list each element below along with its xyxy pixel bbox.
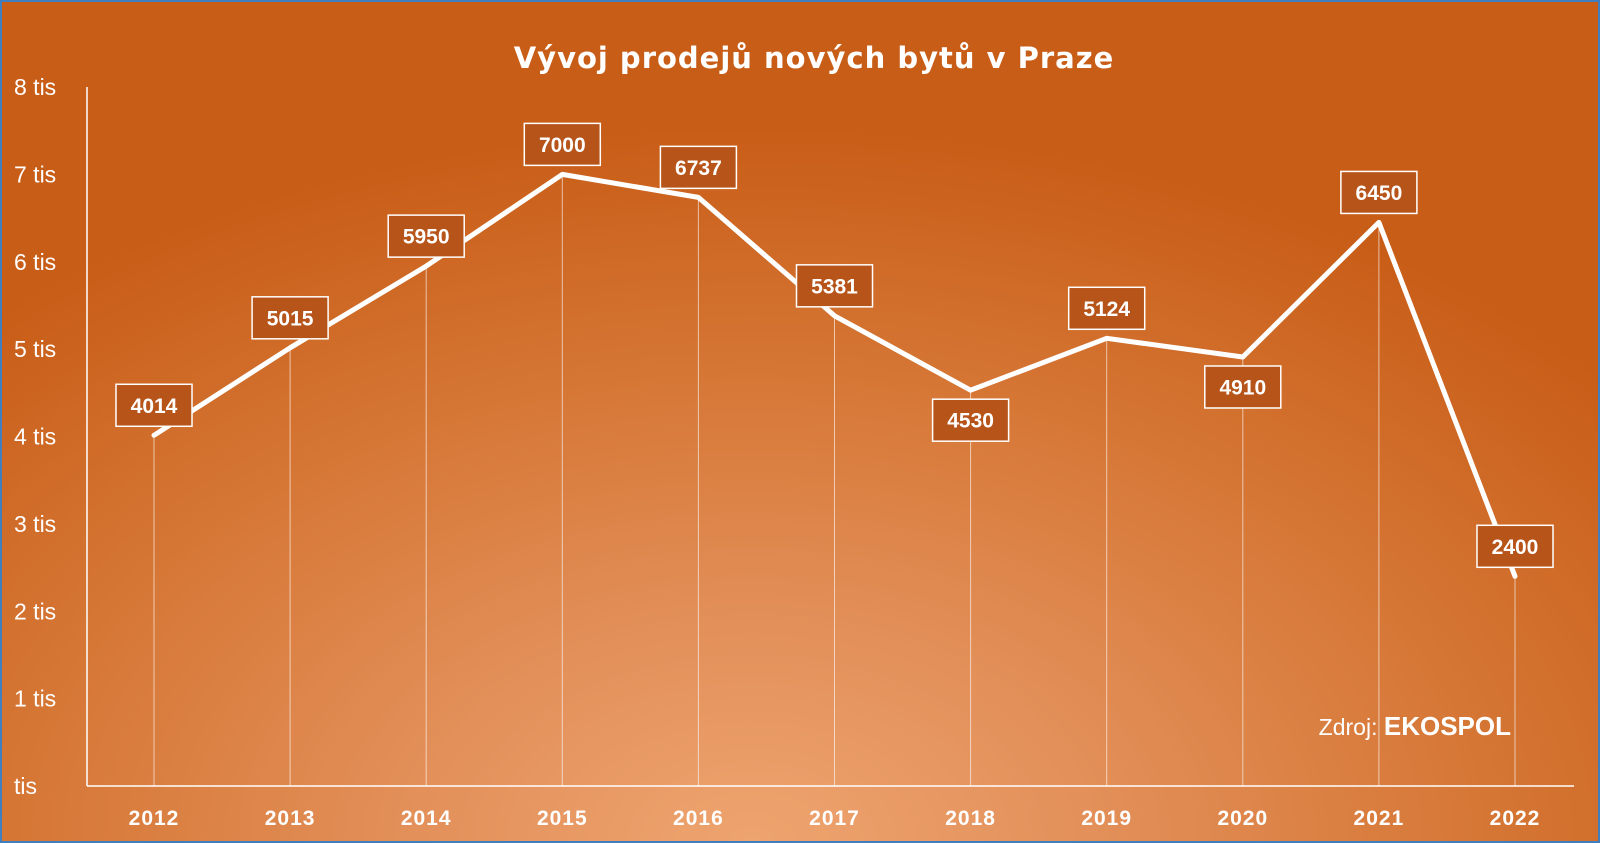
x-tick-label: 2020 xyxy=(1217,807,1268,830)
data-label-box xyxy=(1340,170,1418,215)
y-tick-label: 3 tis xyxy=(14,511,56,537)
series-line xyxy=(151,171,1518,579)
chart-title: Vývoj prodejů nových bytů v Praze xyxy=(514,41,1115,75)
x-tick-label: 2022 xyxy=(1490,807,1541,830)
data-label-box xyxy=(115,383,193,428)
y-tick-label: 5 tis xyxy=(14,336,56,362)
y-tick-label: tis xyxy=(14,773,37,799)
data-label-box xyxy=(931,398,1010,442)
data-label-text: 7000 xyxy=(539,134,586,157)
x-axis: 2012 2013 2014 2015 2016 2017 2018 2019 2020 2021… xyxy=(87,785,1574,830)
data-label-text: 5124 xyxy=(1083,298,1130,321)
data-label: 5381 xyxy=(795,264,874,308)
data-label-text: 2400 xyxy=(1492,536,1539,559)
data-label: 7000 xyxy=(523,122,602,167)
x-tick-label: 2021 xyxy=(1354,807,1405,830)
data-label: 6450 xyxy=(1340,170,1418,215)
x-tick-label: 2017 xyxy=(809,807,860,830)
data-label: 6737 xyxy=(659,145,738,190)
data-label-box xyxy=(387,214,465,258)
y-tick-label: 2 tis xyxy=(14,598,56,624)
y-tick-label: 1 tis xyxy=(14,686,56,712)
data-label-text: 6737 xyxy=(675,157,722,180)
data-label-box xyxy=(795,264,874,308)
data-label: 2400 xyxy=(1476,524,1554,569)
data-label: 5950 xyxy=(387,214,465,258)
data-label-text: 5381 xyxy=(811,275,858,298)
data-label-box xyxy=(1067,286,1146,331)
data-label-box xyxy=(1476,524,1554,569)
y-tick-label: 7 tis xyxy=(14,161,56,187)
y-axis: tis 1 tis 2 tis 3 tis 4 tis 5 tis 6 tis 7 tis 8 … xyxy=(14,74,88,799)
y-tick-label: 6 tis xyxy=(14,249,56,275)
drop-lines xyxy=(153,174,1516,786)
x-tick-label: 2012 xyxy=(129,807,180,830)
data-label: 5124 xyxy=(1067,286,1146,331)
svg-text:Zdroj: EKOSPOL: Zdroj: EKOSPOL xyxy=(1319,711,1511,741)
data-label-box xyxy=(1204,365,1282,409)
x-tick-label: 2014 xyxy=(401,807,452,830)
data-label-box xyxy=(251,296,329,340)
x-tick-label: 2019 xyxy=(1081,807,1132,830)
data-label-text: 5015 xyxy=(267,307,314,330)
x-tick-label: 2018 xyxy=(945,807,996,830)
y-tick-label: 8 tis xyxy=(14,74,56,100)
data-label: 4530 xyxy=(931,398,1010,442)
x-tick-label: 2013 xyxy=(265,807,316,830)
x-tick-label: 2015 xyxy=(537,807,588,830)
data-label-text: 4910 xyxy=(1219,376,1266,399)
data-label: 4910 xyxy=(1204,365,1282,409)
source-name: EKOSPOL xyxy=(1384,711,1511,741)
data-label-text: 5950 xyxy=(403,226,450,249)
data-label-box xyxy=(523,122,602,167)
x-tick-label: 2016 xyxy=(673,807,724,830)
source-annotation: Zdroj: EKOSPOL xyxy=(1319,711,1511,741)
data-label-text: 4014 xyxy=(131,395,178,418)
data-label: 4014 xyxy=(115,383,193,428)
data-label-box xyxy=(659,145,738,190)
y-tick-label: 4 tis xyxy=(14,424,56,450)
series-line-layer xyxy=(151,171,1518,579)
source-prefix: Zdroj: xyxy=(1319,714,1384,740)
data-label: 5015 xyxy=(251,296,329,340)
data-label-text: 4530 xyxy=(947,410,994,433)
data-labels: 4014 5015 5950 7000 6737 5381 4530 5124 4910 6450… xyxy=(115,122,1554,569)
data-label-text: 6450 xyxy=(1356,182,1403,205)
